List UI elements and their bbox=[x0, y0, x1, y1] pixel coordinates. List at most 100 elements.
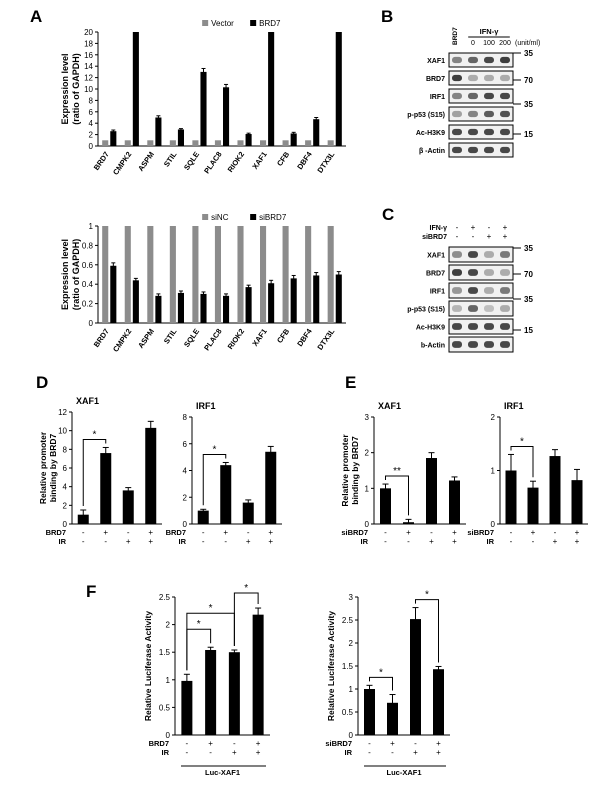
blot-c-blot-strip bbox=[448, 300, 514, 317]
blot-c-marker-label: 35 bbox=[524, 244, 533, 253]
chart-d1-significance-bracket bbox=[82, 438, 107, 506]
panel-label-d: D bbox=[36, 373, 48, 392]
chart-a2-ytick-label: 0 bbox=[89, 319, 94, 328]
blot-b-column-label: BRD7 bbox=[452, 27, 459, 45]
blot-c-band bbox=[468, 341, 478, 348]
chart-d2-bar bbox=[265, 451, 277, 524]
blot-c-condition-label: IFN-γ bbox=[430, 225, 448, 232]
chart-d1-condition-label: BRD7 bbox=[46, 528, 66, 537]
blot-c-band bbox=[500, 341, 510, 348]
blot-b-band bbox=[452, 56, 462, 64]
panel-label-a: A bbox=[30, 7, 42, 26]
blot-b-protein-label: BRD7 bbox=[426, 76, 445, 83]
chart-a1-category-label: XAF1 bbox=[250, 150, 268, 171]
chart-d2-condition-mark: + bbox=[246, 537, 251, 546]
chart-d2-ytick-label: 4 bbox=[183, 467, 188, 476]
blot-c-condition-mark: - bbox=[472, 232, 475, 241]
blot-c-protein-label: IRF1 bbox=[430, 289, 445, 296]
chart-d1-bar bbox=[145, 427, 157, 524]
chart-a2-bar-control bbox=[102, 226, 109, 323]
chart-e1-condition-mark: - bbox=[384, 528, 387, 537]
chart-f1-condition-mark: + bbox=[208, 739, 213, 748]
blot-c-band bbox=[484, 251, 494, 258]
blot-b-protein-label: β -Actin bbox=[419, 148, 445, 155]
chart-a2-bar-treated bbox=[110, 265, 117, 323]
chart-a1-bar-treated bbox=[155, 117, 162, 146]
chart-f2-ytick-label: 1 bbox=[349, 685, 354, 694]
blot-b-band bbox=[500, 56, 510, 64]
chart-e2-condition-mark: - bbox=[510, 537, 513, 546]
chart-d2-condition-mark: + bbox=[268, 528, 273, 537]
chart-a1-ytick-label: 0 bbox=[89, 142, 94, 151]
chart-e1-title: XAF1 bbox=[378, 401, 401, 411]
chart-e2-condition-label: siBRD7 bbox=[467, 528, 494, 537]
blot-b-column-label: 0 bbox=[471, 40, 475, 47]
chart-a2-category-label: DBF4 bbox=[295, 326, 314, 348]
chart-e1-condition-mark: - bbox=[384, 537, 387, 546]
chart-f2-bar bbox=[410, 619, 421, 735]
blot-c-band bbox=[468, 269, 478, 276]
blot-c-band bbox=[452, 305, 462, 312]
blot-b-band bbox=[484, 110, 494, 118]
chart-a2-bar-treated bbox=[155, 295, 162, 323]
chart-d2-condition-mark: - bbox=[247, 528, 250, 537]
chart-e1-bar bbox=[380, 488, 391, 524]
chart-a1-bar-control bbox=[305, 140, 312, 146]
blot-c-protein-label: XAF1 bbox=[427, 253, 445, 260]
blot-c-band bbox=[500, 287, 510, 294]
chart-f1-bar bbox=[205, 649, 217, 735]
chart-a2-ylabel: (ratio of GAPDH) bbox=[71, 239, 81, 311]
blot-c-band bbox=[484, 341, 494, 348]
blot-c-condition-mark: + bbox=[503, 223, 508, 232]
blot-c-band bbox=[468, 287, 478, 294]
chart-f1-ytick-label: 2.5 bbox=[159, 593, 171, 602]
chart-e1-condition-mark: + bbox=[406, 528, 411, 537]
chart-a1-bar-treated bbox=[177, 129, 184, 146]
chart-a1-bar-treated bbox=[200, 71, 207, 146]
chart-f1-bar bbox=[181, 680, 193, 735]
chart-f2-ylabel: Relative Luciferase Activity bbox=[326, 611, 336, 722]
chart-d2-ytick-label: 8 bbox=[183, 413, 188, 422]
chart-a1-ytick-label: 14 bbox=[84, 62, 93, 71]
blot-c-band bbox=[452, 323, 462, 330]
blot-c-blot-strip bbox=[448, 246, 514, 263]
chart-a1-category-label: CFB bbox=[275, 150, 292, 168]
chart-a1-bar-control bbox=[169, 140, 176, 146]
chart-a2-bar-treated bbox=[200, 293, 207, 323]
chart-a1-bar-treated bbox=[268, 32, 275, 146]
chart-a2-bar-control bbox=[237, 226, 244, 323]
blot-b-column-label: 200 bbox=[499, 40, 511, 47]
chart-f1-significance-label: * bbox=[197, 619, 201, 630]
blot-b-blot-strip bbox=[448, 52, 514, 68]
chart-f2-significance-label: * bbox=[379, 667, 383, 678]
panel-label-e: E bbox=[345, 373, 356, 392]
blot-b-protein-label: IRF1 bbox=[430, 94, 445, 101]
chart-f1-group-label: Luc-XAF1 bbox=[205, 768, 240, 777]
blot-c-blot-strip bbox=[448, 282, 514, 299]
chart-a2-legend-label: siBRD7 bbox=[259, 213, 287, 222]
chart-d1-ytick-label: 12 bbox=[58, 408, 67, 417]
chart-e2-ytick-label: 1 bbox=[491, 467, 496, 476]
blot-c-condition-label: siBRD7 bbox=[422, 234, 447, 241]
chart-f1-ytick-label: 0.5 bbox=[159, 703, 171, 712]
chart-a2-category-label: XAF1 bbox=[250, 327, 268, 348]
chart-a2-bar-control bbox=[305, 226, 312, 323]
chart-a2-category-label: PLAC8 bbox=[202, 327, 223, 352]
chart-e1-condition-mark: + bbox=[452, 537, 457, 546]
blot-b-protein-label: p-p53 (S15) bbox=[407, 112, 445, 119]
blot-b-marker-label: 35 bbox=[524, 100, 533, 109]
chart-f2-ytick-label: 0 bbox=[349, 731, 354, 740]
blot-c-blot-strip bbox=[448, 336, 514, 353]
blot-b-marker-label: 35 bbox=[524, 49, 533, 58]
chart-e2-condition-mark: + bbox=[575, 528, 580, 537]
blot-c-condition-mark: - bbox=[488, 223, 491, 232]
blot-b-band bbox=[484, 128, 494, 136]
chart-d1-condition-mark: - bbox=[104, 537, 107, 546]
panel-label-b: B bbox=[381, 7, 393, 26]
chart-e2-significance-bracket bbox=[510, 445, 534, 478]
chart-a1-ytick-label: 6 bbox=[89, 108, 94, 117]
chart-a2-category-label: ASPM bbox=[136, 327, 156, 350]
blot-c-band bbox=[484, 287, 494, 294]
chart-f2-condition-mark: - bbox=[368, 739, 371, 748]
blot-c-band bbox=[452, 341, 462, 348]
